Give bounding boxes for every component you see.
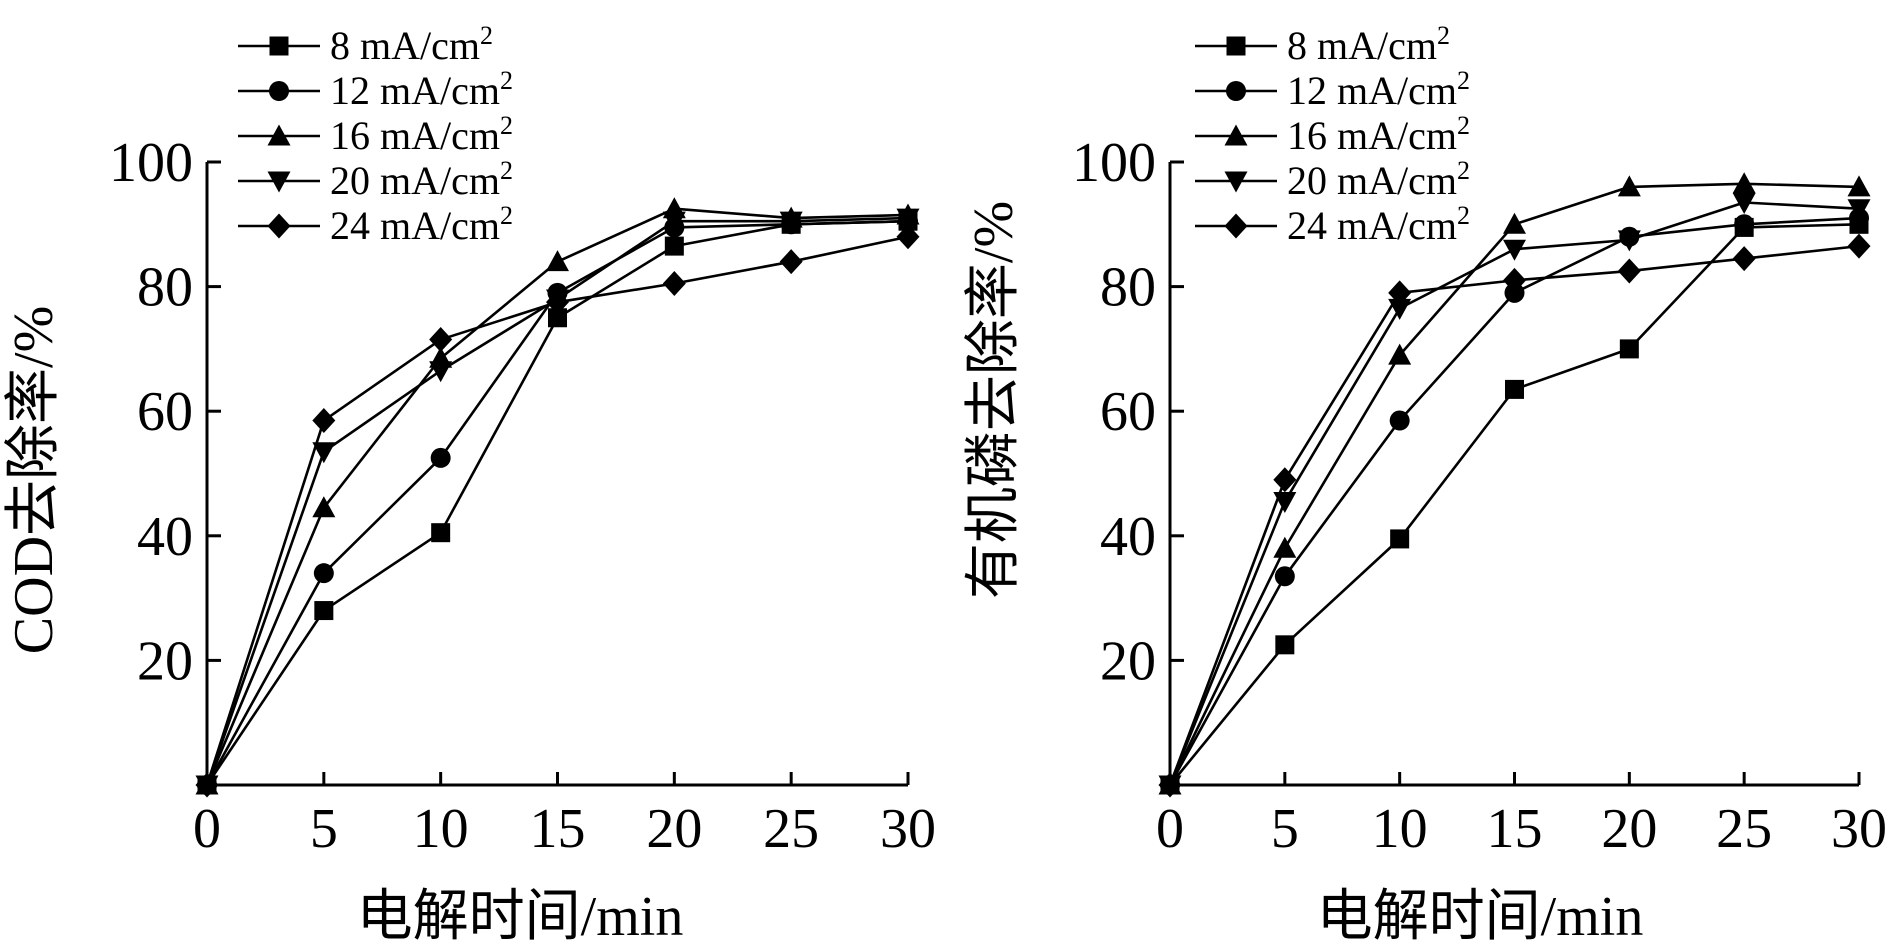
legend-label: 16 mA/cm2 <box>330 111 513 158</box>
legend-label: 24 mA/cm2 <box>1287 201 1470 248</box>
x-tick-label: 10 <box>413 798 469 860</box>
series-line-diamond <box>1168 244 1860 786</box>
x-tick-label: 25 <box>1716 798 1772 860</box>
data-point-diamond <box>429 327 453 353</box>
data-point-triangle-down <box>429 361 453 383</box>
series-line-square <box>1168 223 1860 786</box>
x-tick-label: 0 <box>193 798 221 860</box>
data-point-circle <box>1389 410 1410 431</box>
y-tick-label: 40 <box>137 506 193 568</box>
data-point-diamond <box>1273 467 1297 493</box>
organophosphorus-removal-chart: 20 40 60 80 100 0 5 10 15 20 25 30 电解时间/min 有机磷去除率/% 8… <box>963 21 1887 948</box>
data-point-square <box>548 308 567 328</box>
legend-label: 12 mA/cm2 <box>1287 66 1470 113</box>
x-tick-label: 15 <box>1487 798 1543 860</box>
x-tick-label: 0 <box>1156 798 1184 860</box>
data-point-triangle-down <box>1732 192 1756 214</box>
data-point-triangle-down <box>662 211 686 233</box>
legend-marker-triangle-down <box>267 171 291 193</box>
x-axis-title: 电解时间/min <box>1317 886 1644 945</box>
data-point-triangle-up <box>312 496 336 518</box>
legend-marker-diamond <box>1224 213 1248 239</box>
data-point-diamond <box>1158 772 1182 798</box>
legend-marker-circle <box>1226 81 1246 101</box>
cod-removal-chart: 20 40 60 80 100 0 5 10 15 20 25 30 电解时间/min COD去除率/% 8… <box>3 21 936 948</box>
x-tick-label: 20 <box>1601 798 1657 860</box>
data-point-triangle-up <box>1732 172 1756 194</box>
legend-label: 20 mA/cm2 <box>1287 156 1470 203</box>
data-point-triangle-down <box>779 211 803 233</box>
data-point-triangle-down <box>1617 230 1641 252</box>
x-tick-label: 20 <box>646 798 702 860</box>
data-point-triangle-down <box>896 208 920 230</box>
x-axis-title: 电解时间/min <box>357 886 684 945</box>
x-tick-label: 5 <box>310 798 338 860</box>
legend-marker-square <box>269 36 289 56</box>
y-axis-title: 有机磷去除率/% <box>963 201 1025 599</box>
y-axis-title: COD去除率/% <box>3 306 65 654</box>
data-point-circle <box>313 563 334 584</box>
data-point-triangle-down <box>312 442 336 464</box>
legend-label: 24 mA/cm2 <box>330 201 513 248</box>
x-tick-label: 30 <box>880 798 936 860</box>
data-point-diamond <box>1617 258 1641 284</box>
data-point-diamond <box>662 270 686 296</box>
legend-marker-circle <box>269 81 289 101</box>
data-point-diamond <box>1732 246 1756 272</box>
data-point-square <box>1390 529 1410 549</box>
legend-label: 20 mA/cm2 <box>330 156 513 203</box>
data-point-triangle-up <box>1273 536 1297 558</box>
data-point-diamond <box>1503 267 1526 293</box>
y-tick-label: 80 <box>137 257 193 319</box>
legend-marker-diamond <box>267 213 291 239</box>
data-point-triangle-up <box>1847 175 1871 197</box>
y-tick-label: 20 <box>1100 630 1156 692</box>
legend-label: 8 mA/cm2 <box>1287 21 1450 68</box>
legend-label: 16 mA/cm2 <box>1287 111 1470 158</box>
data-point-triangle-up <box>1503 212 1526 234</box>
y-tick-label: 20 <box>137 630 193 692</box>
legend-marker-triangle-up <box>267 124 291 146</box>
data-point-diamond <box>896 224 920 250</box>
data-point-diamond <box>779 249 803 275</box>
y-tick-label: 100 <box>109 132 193 194</box>
data-point-square <box>1619 339 1639 359</box>
data-point-diamond <box>1847 233 1871 259</box>
x-tick-label: 5 <box>1271 798 1299 860</box>
data-point-circle <box>1274 566 1295 587</box>
data-point-square <box>1275 635 1295 655</box>
legend-label: 12 mA/cm2 <box>330 66 513 113</box>
y-tick-label: 100 <box>1072 132 1156 194</box>
data-point-circle <box>430 447 451 468</box>
data-point-circle <box>1734 214 1755 235</box>
y-tick-label: 80 <box>1100 257 1156 319</box>
data-point-triangle-up <box>1617 175 1641 197</box>
data-point-diamond <box>546 289 569 315</box>
data-point-triangle-up <box>1388 343 1412 365</box>
y-tick-label: 60 <box>137 381 193 443</box>
x-tick-label: 25 <box>763 798 819 860</box>
legend-marker-square <box>1226 36 1246 56</box>
x-tick-label: 10 <box>1372 798 1428 860</box>
data-point-triangle-up <box>546 250 569 272</box>
data-point-triangle-down <box>1503 239 1526 261</box>
data-point-square <box>1505 379 1524 399</box>
data-point-square <box>664 236 684 256</box>
legend-label: 8 mA/cm2 <box>330 21 493 68</box>
y-tick-label: 60 <box>1100 381 1156 443</box>
data-point-diamond <box>312 408 336 434</box>
y-tick-label: 40 <box>1100 506 1156 568</box>
data-point-diamond <box>1388 280 1412 306</box>
legend-marker-triangle-up <box>1224 124 1248 146</box>
data-point-square <box>314 601 334 621</box>
legend-marker-triangle-down <box>1224 171 1248 193</box>
series-line-circle <box>1168 216 1860 786</box>
data-point-square <box>431 523 451 543</box>
x-tick-label: 30 <box>1831 798 1887 860</box>
data-point-diamond <box>195 772 219 798</box>
x-tick-label: 15 <box>530 798 586 860</box>
data-point-triangle-down <box>1847 199 1871 221</box>
